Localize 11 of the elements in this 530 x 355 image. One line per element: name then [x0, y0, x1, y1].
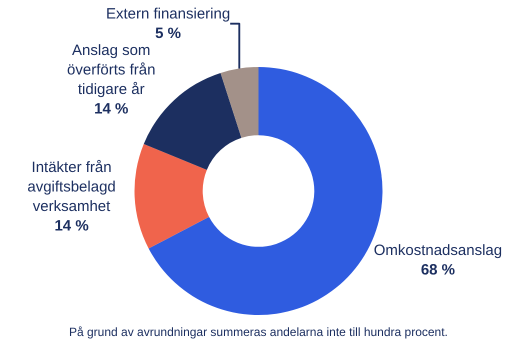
donut-slice	[220, 67, 258, 138]
text: På grund av avrundningar summeras andelarna inte till hundra procent.	[69, 325, 448, 339]
slice-label: Omkostnadsanslag	[374, 242, 502, 259]
slice-label: Anslag som överförts från tidigare år	[67, 42, 156, 98]
data-label: 14 %	[94, 100, 128, 118]
slice-label: Intäkter från avgiftsbelagd verksamhet	[27, 159, 116, 216]
slice-label: Extern finansiering	[106, 5, 230, 22]
data-label: 14 %	[54, 218, 89, 235]
donut-slice	[134, 144, 210, 248]
data-label: 68 %	[420, 261, 456, 278]
data-label: 5 %	[155, 24, 181, 42]
